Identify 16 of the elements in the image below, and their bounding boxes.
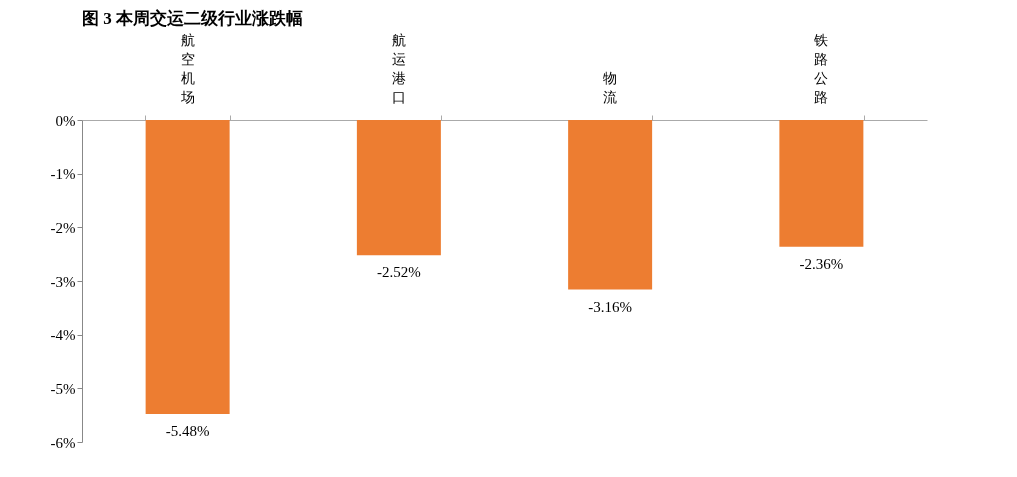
data-label: -5.48% xyxy=(165,423,210,440)
x-tick-label: 物流 xyxy=(603,71,618,105)
y-tick-label: -2% xyxy=(50,219,76,236)
data-label: -3.16% xyxy=(588,298,632,315)
y-tick-label: 0% xyxy=(55,112,76,129)
y-tick-label: -3% xyxy=(50,273,76,290)
data-label: -2.36% xyxy=(799,255,844,272)
data-label: -2.52% xyxy=(377,264,421,281)
y-tick-label: -4% xyxy=(50,327,76,344)
x-tick-label: 航空机场 xyxy=(179,33,195,105)
y-tick-label: -5% xyxy=(50,380,76,397)
x-tick-label: 航运港口 xyxy=(391,33,406,105)
y-tick-label: -1% xyxy=(50,166,76,183)
chart-title: 图 3 本周交运二级行业涨跌幅 xyxy=(82,9,303,28)
x-tick-label: 铁路公路 xyxy=(813,33,829,105)
y-tick-label: -6% xyxy=(50,434,76,451)
